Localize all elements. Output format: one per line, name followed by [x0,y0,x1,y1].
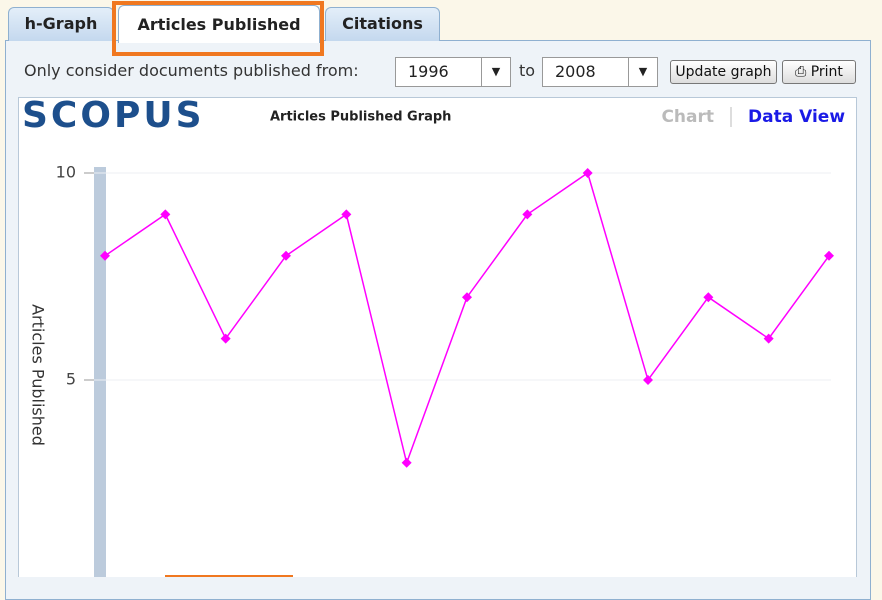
to-label: to [519,61,536,80]
data-view-link[interactable]: Data View [748,107,845,127]
update-button[interactable]: Update graph [670,60,777,84]
data-point [462,292,472,303]
data-point [643,375,653,385]
data-point [220,333,231,344]
tab[interactable]: Citations [325,7,440,41]
tab[interactable]: h-Graph [8,7,114,41]
y-axis-label: Articles Published [29,304,48,446]
data-point [522,209,533,220]
from-value: 1996 [408,62,449,81]
y-axis [94,167,106,577]
chart: SCOPUS Articles Published Graph Chart Da… [18,97,857,577]
data-point [582,168,593,178]
print-label: Print [810,64,843,80]
logo: SCOPUS [22,97,205,136]
y-tick-label: 5 [66,370,76,389]
chart-title: Articles Published Graph [270,110,451,125]
filter-label: Only consider documents published from: [24,61,359,80]
page: h-Graph Articles Published Citations Onl… [5,1,871,600]
data-point [341,209,352,220]
y-tick-label: 10 [56,163,76,182]
data-point [763,333,774,344]
to-select[interactable]: 2008 ▼ [542,57,658,87]
to-value: 2008 [555,62,596,81]
data-point [401,457,412,468]
from-select[interactable]: 1996 ▼ [395,57,511,87]
data-point [824,250,834,261]
tab-active[interactable]: Articles Published [118,5,320,43]
highlight-box [112,1,324,56]
decoration [165,575,293,577]
data-point [703,292,714,303]
chart-frame [18,97,857,577]
data-point [100,250,110,261]
chart-view-link[interactable]: Chart [661,107,714,127]
print-button[interactable]: ⎙ Print [782,60,856,84]
data-point [281,250,291,261]
print-icon: ⎙ [795,64,811,80]
dropdown-arrow: ▼ [481,58,510,86]
dropdown-arrow: ▼ [628,58,657,86]
data-point [160,209,171,220]
